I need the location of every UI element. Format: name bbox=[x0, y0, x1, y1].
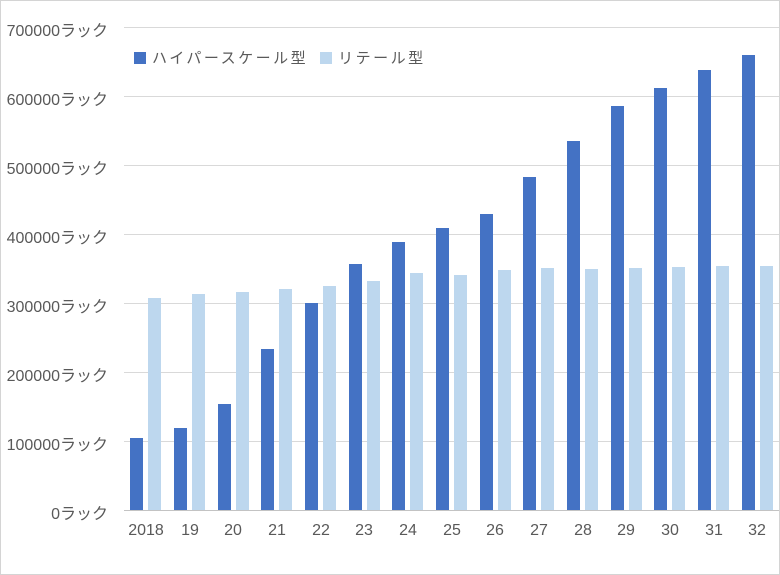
bar-hyperscale-24 bbox=[392, 242, 405, 510]
bar-hyperscale-20 bbox=[218, 404, 231, 510]
x-tick-label-28: 28 bbox=[574, 522, 592, 539]
y-tick-label: 300000ラック bbox=[6, 299, 108, 316]
legend-swatch-retail bbox=[320, 51, 333, 64]
x-axis-line bbox=[124, 510, 779, 511]
bar-retail-21 bbox=[279, 289, 292, 510]
bar-hyperscale-28 bbox=[567, 141, 580, 510]
legend-swatch-hyperscale bbox=[134, 51, 146, 64]
x-tick-label-30: 30 bbox=[661, 522, 679, 539]
bar-retail-30 bbox=[672, 267, 685, 510]
bar-retail-24 bbox=[410, 273, 423, 510]
legend: ハイパースケール型 リテール型 bbox=[134, 47, 426, 68]
bar-hyperscale-2018 bbox=[130, 438, 143, 510]
bar-hyperscale-22 bbox=[305, 303, 318, 510]
bar-hyperscale-23 bbox=[349, 264, 362, 510]
bar-hyperscale-30 bbox=[654, 88, 667, 510]
x-tick-label-20: 20 bbox=[224, 522, 242, 539]
x-tick-label-24: 24 bbox=[399, 522, 417, 539]
bar-hyperscale-32 bbox=[742, 55, 755, 510]
bar-hyperscale-21 bbox=[261, 349, 274, 510]
bar-retail-32 bbox=[760, 266, 773, 510]
bar-hyperscale-29 bbox=[611, 106, 624, 510]
bar-retail-31 bbox=[716, 266, 729, 510]
gridline bbox=[124, 234, 779, 235]
bar-retail-25 bbox=[454, 275, 467, 510]
legend-label-retail: リテール型 bbox=[338, 50, 426, 67]
gridline bbox=[124, 165, 779, 166]
x-tick-label-23: 23 bbox=[355, 522, 373, 539]
legend-item-retail: リテール型 bbox=[320, 47, 426, 68]
y-tick-label: 700000ラック bbox=[6, 23, 108, 40]
gridline bbox=[124, 303, 779, 304]
gridline bbox=[124, 27, 779, 28]
bar-retail-20 bbox=[236, 292, 249, 510]
bar-hyperscale-26 bbox=[480, 214, 493, 510]
gridline bbox=[124, 441, 779, 442]
x-tick-label-27: 27 bbox=[530, 522, 548, 539]
bar-retail-19 bbox=[192, 294, 205, 510]
y-tick-label: 600000ラック bbox=[6, 92, 108, 109]
gridline bbox=[124, 96, 779, 97]
gridline bbox=[124, 372, 779, 373]
y-tick-label: 400000ラック bbox=[6, 230, 108, 247]
x-tick-label-32: 32 bbox=[748, 522, 766, 539]
bar-hyperscale-27 bbox=[523, 177, 536, 510]
bar-retail-2018 bbox=[148, 298, 161, 510]
y-tick-label: 200000ラック bbox=[6, 368, 108, 385]
bar-retail-28 bbox=[585, 269, 598, 510]
x-tick-label-21: 21 bbox=[268, 522, 286, 539]
x-tick-label-2018: 2018 bbox=[128, 522, 164, 539]
x-tick-label-22: 22 bbox=[312, 522, 330, 539]
y-tick-label: 100000ラック bbox=[6, 437, 108, 454]
bar-retail-26 bbox=[498, 270, 511, 510]
bar-hyperscale-25 bbox=[436, 228, 449, 510]
legend-item-hyperscale: ハイパースケール型 bbox=[134, 47, 308, 68]
bar-hyperscale-31 bbox=[698, 70, 711, 510]
bar-retail-29 bbox=[629, 268, 642, 510]
bar-retail-22 bbox=[323, 286, 336, 510]
y-tick-label: 0ラック bbox=[51, 506, 108, 523]
bar-retail-23 bbox=[367, 281, 380, 510]
x-tick-label-19: 19 bbox=[181, 522, 199, 539]
plot-area bbox=[124, 27, 779, 511]
x-tick-label-29: 29 bbox=[617, 522, 635, 539]
legend-label-hyperscale: ハイパースケール型 bbox=[152, 50, 309, 67]
y-tick-label: 500000ラック bbox=[6, 161, 108, 178]
bar-retail-27 bbox=[541, 268, 554, 510]
x-tick-label-25: 25 bbox=[443, 522, 461, 539]
x-tick-label-31: 31 bbox=[705, 522, 723, 539]
bar-hyperscale-19 bbox=[174, 428, 187, 510]
x-tick-label-26: 26 bbox=[486, 522, 504, 539]
